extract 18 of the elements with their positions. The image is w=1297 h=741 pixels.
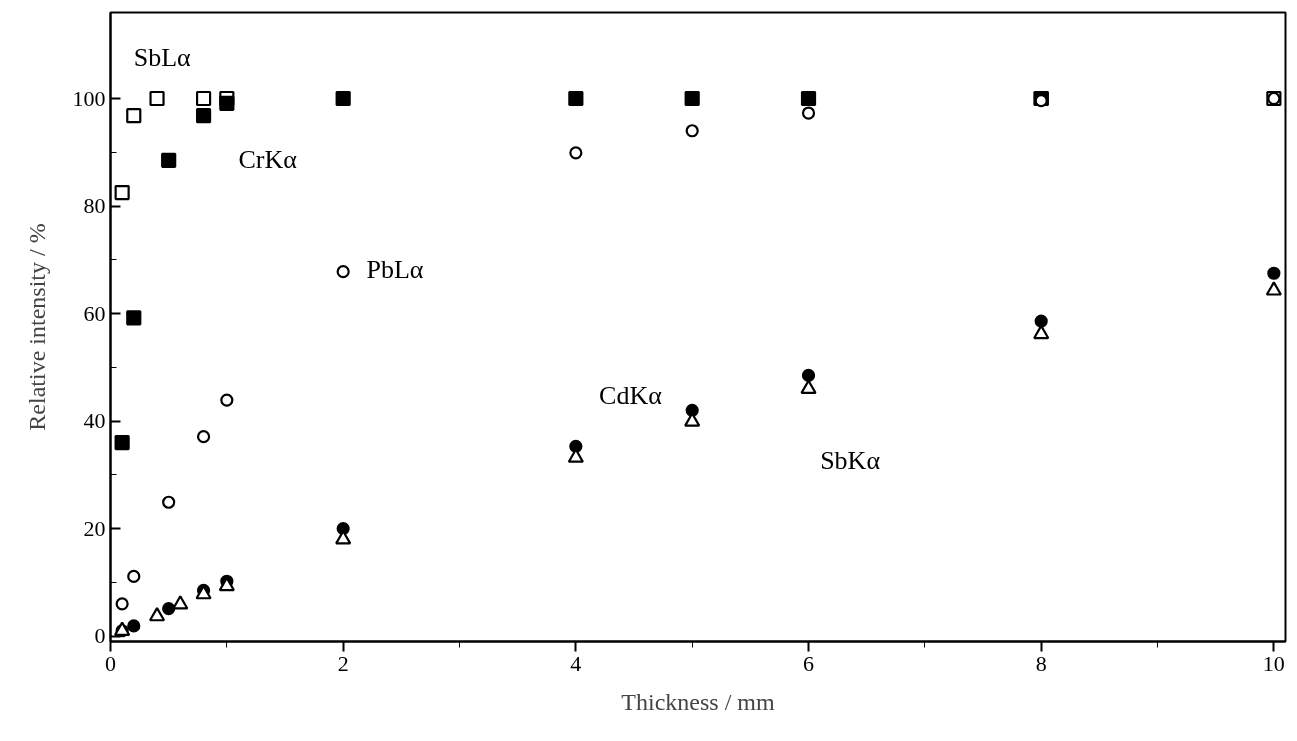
series-label: SbLα	[133, 42, 192, 72]
x-tick-label: 8	[1035, 650, 1047, 676]
y-tick-label: 40	[83, 408, 106, 434]
x-tick-label: 10	[1262, 650, 1285, 676]
y-tick-label: 60	[83, 300, 106, 326]
y-tick-label: 100	[72, 85, 106, 111]
x-tick-label: 4	[570, 650, 582, 676]
x-axis-title: Thickness / mm	[621, 688, 775, 715]
y-tick-label: 0	[94, 623, 106, 649]
series-label: CrKα	[238, 144, 298, 174]
y-tick-label: 80	[83, 193, 106, 219]
x-tick-label: 2	[337, 650, 349, 676]
x-tick-label: 6	[803, 650, 815, 676]
series-label: CdKα	[599, 381, 663, 411]
text: SbKα	[820, 445, 881, 475]
series-label: PbLα	[366, 254, 424, 284]
y-tick-label: 20	[83, 515, 106, 541]
y-axis-title: Relative intensity / %	[23, 223, 50, 431]
